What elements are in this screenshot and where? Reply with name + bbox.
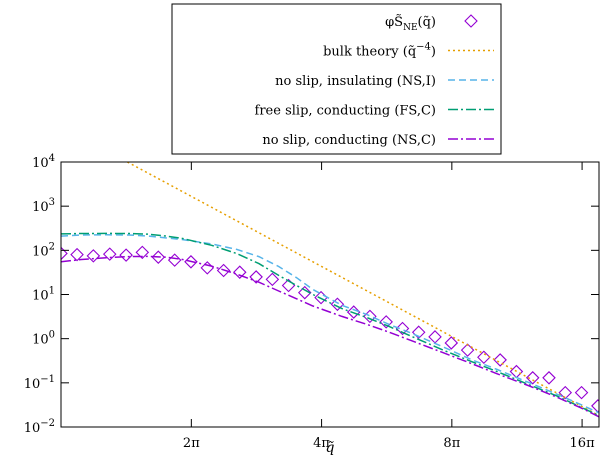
legend-label: φS̃NE(q̃) [385, 14, 436, 33]
y-tick-label: 10−2 [24, 418, 55, 436]
data-point-diamond [411, 325, 426, 339]
legend-box [171, 3, 502, 155]
data-point-diamond [297, 285, 312, 300]
data-point-diamond [265, 272, 280, 287]
y-tick-label: 103 [32, 197, 55, 215]
data-point-diamond [542, 371, 556, 385]
data-point-diamond [102, 247, 117, 261]
data-point-diamond [119, 248, 133, 262]
data-point-diamond [61, 246, 68, 261]
series-line [61, 234, 599, 414]
series-line [127, 162, 599, 417]
legend-marker-diamond [464, 14, 478, 28]
legend-label: no slip, conducting (NS,C) [262, 133, 436, 148]
data-point-diamond [232, 265, 247, 279]
x-tick-label: 4π [313, 436, 330, 451]
y-tick-label: 10−1 [24, 374, 55, 392]
series-markers [61, 245, 599, 413]
x-axis-label: q̃ [326, 440, 335, 456]
series-line [61, 255, 599, 418]
data-point-diamond [460, 343, 475, 357]
data-point-diamond [379, 315, 393, 329]
data-point-diamond [525, 371, 540, 385]
data-point-diamond [477, 350, 491, 365]
legend-label: bulk theory (q̃−4) [323, 42, 436, 60]
data-point-diamond [346, 305, 361, 319]
x-tick-label: 2π [183, 436, 200, 451]
plot-frame [60, 161, 600, 428]
data-point-diamond [574, 385, 589, 400]
series-layer [61, 162, 599, 418]
data-point-diamond [216, 263, 231, 278]
data-point-diamond [86, 249, 101, 263]
data-point-diamond [135, 245, 150, 260]
ticks-layer: 10−2 10−1 100 101 102 103 104 2π 4π 8π 16π [24, 153, 599, 451]
data-point-diamond [249, 270, 263, 284]
data-point-diamond [167, 253, 182, 267]
legend-label: no slip, insulating (NS,I) [275, 74, 436, 89]
series-line [61, 232, 599, 417]
data-point-diamond [330, 297, 345, 312]
y-tick-label: 101 [32, 286, 55, 304]
data-point-diamond [200, 261, 215, 275]
y-tick-label: 104 [32, 153, 55, 171]
legend: φS̃NE(q̃) bulk theory (q̃−4) no slip, insu… [171, 3, 502, 155]
x-tick-label: 16π [570, 436, 596, 451]
data-point-diamond [493, 353, 507, 367]
data-point-diamond [151, 250, 166, 264]
data-point-diamond [314, 290, 328, 305]
y-tick-label: 102 [32, 241, 55, 259]
y-tick-label: 100 [32, 330, 55, 348]
legend-label: free slip, conducting (FS,C) [255, 104, 436, 119]
data-point-diamond [591, 399, 599, 413]
data-point-diamond [444, 336, 459, 350]
data-point-diamond [395, 321, 410, 336]
data-point-diamond [70, 247, 84, 262]
data-point-diamond [558, 385, 573, 400]
data-point-diamond [428, 330, 442, 344]
x-tick-label: 8π [443, 436, 460, 451]
